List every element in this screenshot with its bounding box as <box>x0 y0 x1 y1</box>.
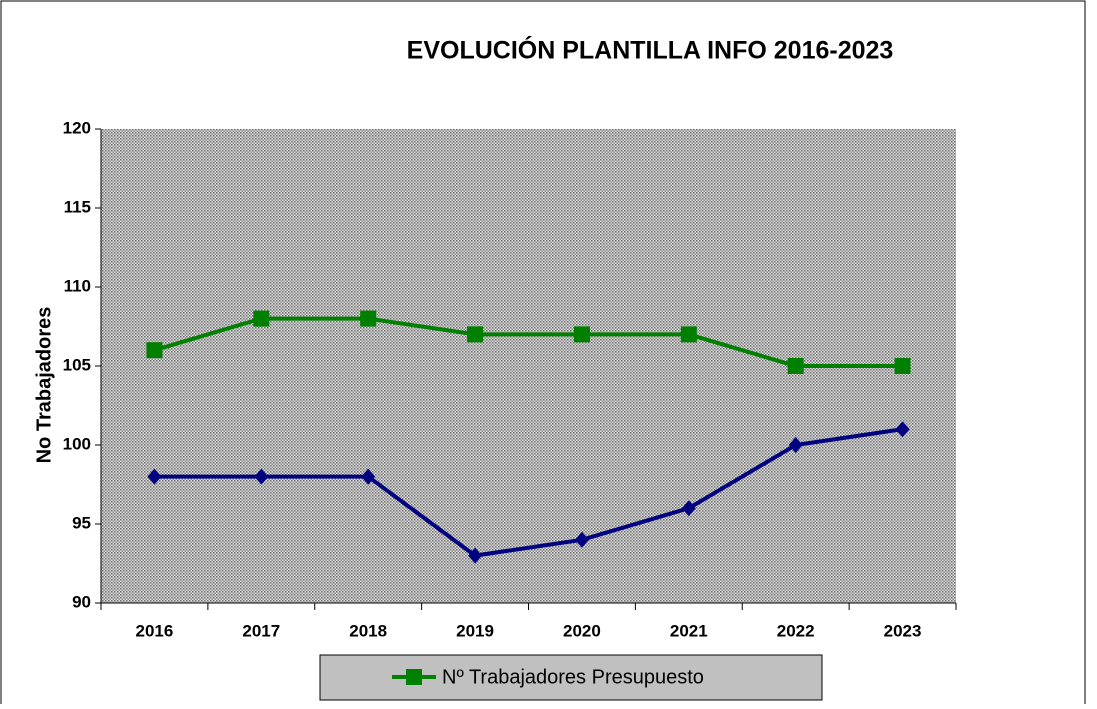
data-point <box>361 468 376 485</box>
data-point <box>680 326 697 343</box>
data-point <box>573 326 590 343</box>
x-tick-label: 2021 <box>670 621 708 640</box>
y-tick-label: 95 <box>72 513 91 532</box>
x-tick-label: 2019 <box>456 621 494 640</box>
y-tick-label: 120 <box>63 118 91 137</box>
data-point <box>787 358 804 374</box>
data-point <box>254 468 269 485</box>
chart-title: EVOLUCIÓN PLANTILLA INFO 2016-2023 <box>407 35 894 65</box>
data-point <box>467 326 484 343</box>
y-tick-label: 105 <box>63 355 91 374</box>
x-tick-label: 2023 <box>884 621 922 640</box>
data-point <box>894 358 911 374</box>
data-point <box>253 310 270 327</box>
y-axis-label: No Trabajadores <box>33 307 55 464</box>
series-line <box>153 316 903 368</box>
legend-box <box>319 654 823 701</box>
data-point <box>146 342 163 359</box>
data-point <box>360 310 377 327</box>
data-point <box>895 421 910 438</box>
y-tick-label: 100 <box>63 434 91 453</box>
legend-marker <box>406 669 422 685</box>
x-tick-label: 2020 <box>563 621 601 640</box>
y-tick-label: 90 <box>72 592 91 611</box>
x-tick-label: 2017 <box>242 621 280 640</box>
series-line <box>154 427 903 558</box>
x-tick-label: 2022 <box>777 621 815 640</box>
data-point <box>788 437 803 453</box>
data-point <box>681 500 696 517</box>
x-tick-label: 2016 <box>136 621 174 640</box>
y-tick-label: 115 <box>64 197 91 216</box>
legend-label: Nº Trabajadores Presupuesto <box>442 666 704 688</box>
data-point <box>468 547 483 564</box>
y-tick-label: 110 <box>64 276 91 295</box>
x-tick-label: 2018 <box>349 621 387 640</box>
data-point <box>574 531 589 548</box>
data-point <box>147 468 162 485</box>
